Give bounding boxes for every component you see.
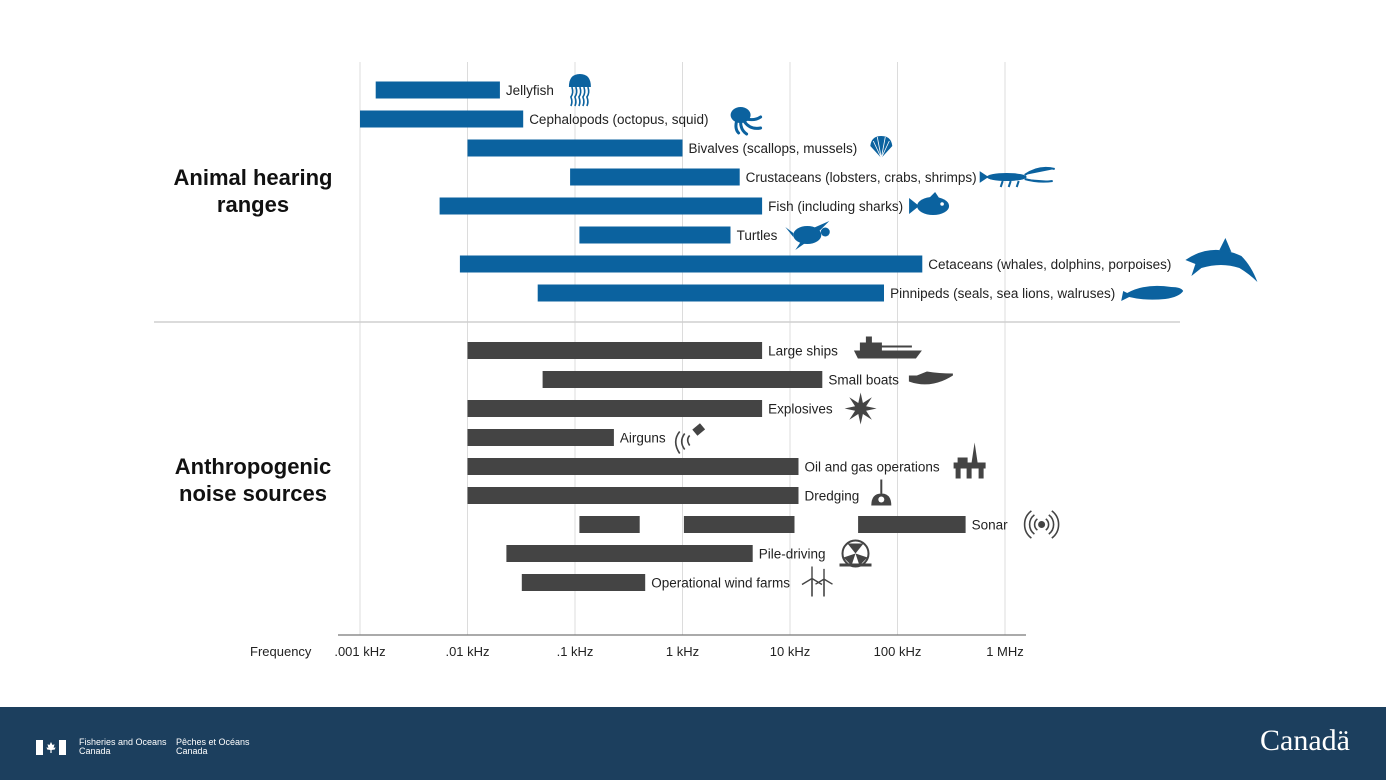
range-bar — [467, 458, 799, 475]
animal-title-line1: Animal hearing — [173, 165, 333, 190]
canada-flag-icon — [36, 740, 66, 755]
range-bar — [467, 487, 799, 504]
department-name-french: Pêches et Océans Canada — [176, 738, 250, 756]
animal-title-line2: ranges — [216, 192, 290, 217]
x-tick-label: 100 kHz — [874, 644, 922, 659]
range-bar — [467, 400, 763, 417]
animal-section-title: Animal hearing ranges — [153, 164, 353, 218]
series-label: Bivalves (scallops, mussels) — [689, 141, 858, 156]
government-footer: Fisheries and Oceans Canada Pêches et Oc… — [0, 707, 1386, 780]
x-tick-label: 1 kHz — [666, 644, 699, 659]
range-bar — [467, 429, 614, 446]
dept-fr-line2: Canada — [176, 746, 208, 756]
airgun-icon — [674, 423, 706, 454]
canada-wordmark: Canadä — [1260, 724, 1350, 757]
dredging-icon — [871, 479, 892, 506]
series-label: Pinnipeds (seals, sea lions, walruses) — [890, 286, 1115, 301]
series-label: Jellyfish — [506, 83, 554, 98]
x-tick-label: 10 kHz — [770, 644, 810, 659]
oil-rig-icon — [953, 442, 986, 479]
series-label: Airguns — [620, 431, 666, 446]
dolphin-icon — [1185, 238, 1258, 282]
pile-driving-icon — [839, 539, 872, 568]
sonar-icon — [1023, 510, 1060, 539]
range-bar — [858, 516, 966, 533]
seal-icon — [1121, 285, 1184, 301]
series-label: Cetaceans (whales, dolphins, porpoises) — [928, 257, 1171, 272]
range-bar — [459, 255, 923, 273]
fish-icon — [909, 192, 950, 215]
wind-turbine-icon — [801, 566, 833, 597]
range-bar — [537, 284, 884, 302]
series-label: Oil and gas operations — [805, 460, 940, 475]
series-label: Small boats — [828, 373, 899, 388]
department-name-english: Fisheries and Oceans Canada — [79, 738, 167, 756]
series-label: Operational wind farms — [651, 576, 790, 591]
series-label: Cephalopods (octopus, squid) — [529, 112, 708, 127]
x-tick-label: .01 kHz — [445, 644, 489, 659]
turtle-icon — [785, 221, 830, 250]
series-label: Fish (including sharks) — [768, 199, 903, 214]
range-bar — [579, 516, 640, 533]
range-bar — [579, 226, 731, 244]
range-bar — [439, 197, 763, 215]
range-bar — [521, 574, 646, 591]
scallop-icon — [870, 136, 893, 159]
range-bar — [467, 139, 683, 157]
dept-fr-line1: Pêches et Océans — [176, 737, 250, 747]
range-bar — [360, 110, 524, 128]
anthropogenic-section-title: Anthropogenic noise sources — [153, 453, 353, 507]
series-label: Turtles — [737, 228, 778, 243]
bars — [360, 81, 966, 591]
x-tick-label: .001 kHz — [334, 644, 385, 659]
range-bar — [542, 371, 823, 388]
dept-en-line2: Canada — [79, 746, 111, 756]
bar-labels: Jellyfish Cephalopods (octopus, squid) Biv… — [506, 83, 1172, 591]
series-label: Crustaceans (lobsters, crabs, shrimps) — [746, 170, 977, 185]
series-label: Explosives — [768, 402, 833, 417]
boat-icon — [908, 371, 953, 385]
range-bar — [375, 81, 500, 99]
range-bar — [570, 168, 740, 186]
series-label: Pile-driving — [759, 547, 826, 562]
explosion-icon — [844, 392, 877, 425]
x-tick-label: 1 MHz — [986, 644, 1024, 659]
x-tick-labels: .001 kHz .01 kHz .1 kHz 1 kHz 10 kHz 100 kHz 1… — [334, 644, 1023, 659]
x-tick-label: .1 kHz — [557, 644, 594, 659]
dept-en-line1: Fisheries and Oceans — [79, 737, 167, 747]
series-label: Dredging — [805, 489, 860, 504]
range-bar — [467, 342, 763, 359]
series-label: Large ships — [768, 344, 838, 359]
frequency-range-chart: Jellyfish Cephalopods (octopus, squid) Biv… — [154, 62, 1258, 659]
ship-icon — [853, 336, 922, 359]
anthropogenic-title-line1: Anthropogenic — [174, 454, 332, 479]
animal-and-source-icons — [568, 74, 1258, 597]
lobster-icon — [979, 166, 1055, 188]
octopus-icon — [730, 107, 763, 136]
range-bar — [506, 545, 753, 562]
jellyfish-icon — [568, 74, 591, 107]
x-axis-label: Frequency — [250, 644, 312, 659]
range-bar — [683, 516, 795, 533]
series-label: Sonar — [972, 518, 1009, 533]
anthropogenic-title-line2: noise sources — [179, 481, 327, 506]
